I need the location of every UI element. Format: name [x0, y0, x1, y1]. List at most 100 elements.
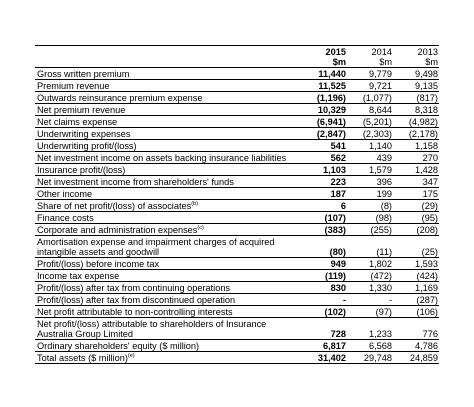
row-label-text: Ordinary shareholders' equity ($ million…: [37, 341, 200, 351]
header-year: 2013: [417, 47, 438, 57]
value-2015: 223: [301, 175, 347, 188]
value-2013: 9,498: [393, 67, 439, 80]
value-2015: (2,847): [301, 127, 347, 140]
row-label-text: Net profit attributable to non-controlli…: [37, 307, 233, 317]
table-row: Underwriting profit/(loss) 541 1,140 1,158: [35, 139, 439, 152]
value-2015: 6,817: [301, 339, 347, 352]
value-2014: -: [347, 293, 393, 306]
footnote-marker: (e): [127, 352, 135, 359]
table-row: Other income 187 199 175: [35, 187, 439, 200]
row-label-text: Net claims expense: [37, 117, 118, 127]
value-2013: 24,859: [393, 351, 439, 364]
value-2013: 8,318: [393, 103, 439, 116]
row-label-text: Profit/(loss) after tax from discontinue…: [37, 295, 236, 305]
value-2015: 562: [301, 151, 347, 164]
value-2014: 1,802: [347, 257, 393, 270]
value-2015: 728: [301, 317, 347, 340]
header-spacer: [35, 47, 301, 57]
value-2014: 396: [347, 175, 393, 188]
table-row: Underwriting expenses (2,847) (2,303) (2,17…: [35, 127, 439, 140]
row-label: Gross written premium: [35, 67, 301, 80]
value-2015: 541: [301, 139, 347, 152]
value-2013: 776: [393, 317, 439, 340]
row-label-text: Net premium revenue: [37, 105, 126, 115]
row-label-text: Insurance profit/(loss): [37, 165, 126, 175]
row-label: Ordinary shareholders' equity ($ million…: [35, 339, 301, 352]
footnote-marker: (c): [197, 224, 204, 231]
value-2014: (97): [347, 305, 393, 318]
row-label-text: Amortisation expense and impairment char…: [37, 237, 275, 257]
value-2015: (119): [301, 269, 347, 282]
value-2014: 199: [347, 187, 393, 200]
table-row: Amortisation expense and impairment char…: [35, 235, 439, 258]
row-label: Net investment income from shareholders'…: [35, 175, 301, 188]
row-label: Net profit attributable to non-controlli…: [35, 305, 301, 318]
value-2013: (817): [393, 91, 439, 104]
header-spacer: [35, 57, 301, 68]
table-row: Profit/(loss) after tax from discontinue…: [35, 293, 439, 306]
value-2013: 4,786: [393, 339, 439, 352]
row-label: Profit/(loss) after tax from discontinue…: [35, 293, 301, 306]
row-label: Net claims expense: [35, 115, 301, 128]
table-row: Ordinary shareholders' equity ($ million…: [35, 339, 439, 352]
value-2015: (102): [301, 305, 347, 318]
value-2015: 31,402: [301, 351, 347, 364]
header-unit: $m: [393, 57, 439, 68]
value-2013: 270: [393, 151, 439, 164]
table-row: Net profit attributable to non-controlli…: [35, 305, 439, 318]
value-2014: 1,330: [347, 281, 393, 294]
row-label-text: Underwriting profit/(loss): [37, 141, 137, 151]
table-row: Premium revenue 11,525 9,721 9,135: [35, 79, 439, 92]
table-body: Gross written premium 11,440 9,779 9,498 Pre…: [35, 67, 439, 364]
row-label: Income tax expense: [35, 269, 301, 282]
row-label: Net investment income on assets backing …: [35, 151, 301, 164]
footnote-marker: (b): [191, 200, 198, 207]
row-label: Other income: [35, 187, 301, 200]
header-year: 2014: [371, 47, 392, 57]
table-row: Corporate and administration expenses(c)…: [35, 223, 439, 236]
value-2014: (11): [347, 235, 393, 258]
value-2013: (95): [393, 211, 439, 224]
row-label: Net premium revenue: [35, 103, 301, 116]
value-2015: 11,440: [301, 67, 347, 80]
value-2013: 9,135: [393, 79, 439, 92]
row-label-text: Total assets ($ million): [37, 353, 128, 363]
header-unit: $m: [301, 57, 347, 68]
row-label: Profit/(loss) after tax from continuing …: [35, 281, 301, 294]
row-label: Net profit/(loss) attributable to shareh…: [35, 317, 301, 340]
value-2015: 11,525: [301, 79, 347, 92]
value-2013: (29): [393, 199, 439, 212]
row-label: Corporate and administration expenses(c): [35, 223, 301, 236]
value-2014: 1,233: [347, 317, 393, 340]
row-label-text: Net investment income on assets backing …: [37, 153, 287, 163]
table-row: Gross written premium 11,440 9,779 9,498: [35, 67, 439, 80]
value-2013: 347: [393, 175, 439, 188]
value-2014: (8): [347, 199, 393, 212]
value-2014: (472): [347, 269, 393, 282]
value-2015: (107): [301, 211, 347, 224]
value-2015: (383): [301, 223, 347, 236]
table-row: Net claims expense (6,941) (5,201) (4,982): [35, 115, 439, 128]
table-row: Finance costs (107) (98) (95): [35, 211, 439, 224]
value-2013: 1,169: [393, 281, 439, 294]
row-label-text: Income tax expense: [37, 271, 120, 281]
value-2013: 1,593: [393, 257, 439, 270]
table-row: Outwards reinsurance premium expense (1,1…: [35, 91, 439, 104]
table-row: Insurance profit/(loss) 1,103 1,579 1,428: [35, 163, 439, 176]
value-2014: 9,721: [347, 79, 393, 92]
row-label-text: Other income: [37, 189, 93, 199]
row-label: Underwriting profit/(loss): [35, 139, 301, 152]
value-2014: 1,140: [347, 139, 393, 152]
value-2013: (4,982): [393, 115, 439, 128]
header-year: 2015: [325, 47, 346, 57]
row-label: Finance costs: [35, 211, 301, 224]
row-label: Insurance profit/(loss): [35, 163, 301, 176]
value-2014: (2,303): [347, 127, 393, 140]
row-label-text: Gross written premium: [37, 69, 130, 79]
value-2015: 949: [301, 257, 347, 270]
header-units-row: $m $m $m: [35, 57, 439, 68]
financial-summary-table: 2015 2014 2013 $m $m $m Gross written pr…: [35, 45, 439, 364]
value-2013: (424): [393, 269, 439, 282]
table-row: Share of net profit/(loss) of associates…: [35, 199, 439, 212]
